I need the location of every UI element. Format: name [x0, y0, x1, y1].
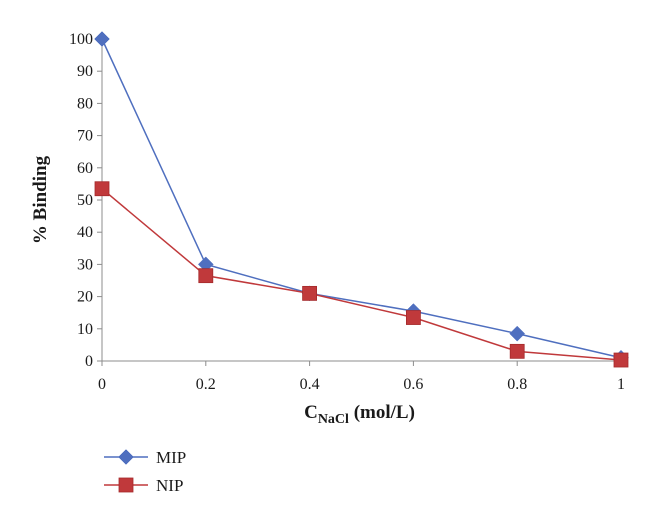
y-tick-label: 40: [77, 224, 93, 241]
y-tick-label: 30: [77, 256, 93, 273]
y-tick-label: 10: [77, 321, 93, 338]
x-tick-label: 0: [98, 376, 106, 393]
y-tick-label: 90: [77, 63, 93, 80]
data-point-nip: [613, 352, 629, 368]
data-point-mip: [94, 31, 110, 47]
x-axis-title-unit: (mol/L): [349, 402, 415, 423]
legend-item-mip: MIP: [104, 448, 186, 467]
y-tick-label: 50: [77, 192, 93, 209]
series-line-mip: [101, 38, 622, 359]
legend-item-nip: NIP: [104, 476, 183, 495]
y-axis-title: % Binding: [30, 155, 51, 244]
x-tick-label: 0.6: [403, 376, 423, 393]
y-tick-label: 70: [77, 128, 93, 145]
y-tick-label: 0: [85, 353, 93, 370]
y-tick-label: 100: [69, 31, 93, 48]
legend-marker: [118, 477, 134, 493]
series-nip: [94, 181, 629, 368]
data-point-nip: [509, 343, 525, 359]
x-ticks: 0 0.2 0.4 0.6 0.8 1: [98, 361, 625, 393]
legend-marker: [118, 449, 134, 465]
x-tick-label: 1: [617, 376, 625, 393]
data-point-nip: [405, 310, 421, 325]
x-tick-label: 0.2: [196, 376, 216, 393]
y-tick-label: 80: [77, 95, 93, 112]
y-tick-label: 60: [77, 160, 93, 177]
y-tick-label: 20: [77, 289, 93, 306]
x-axis-title-subscript: NaCl: [318, 412, 349, 427]
legend-label: NIP: [156, 476, 183, 495]
x-tick-label: 0.4: [300, 376, 320, 393]
data-point-nip: [198, 268, 214, 284]
legend: MIP NIP: [104, 448, 186, 495]
x-tick-label: 0.8: [507, 376, 527, 393]
data-point-mip: [509, 325, 526, 342]
axes: 0 10 20 30 40 50 60 70 80 90 100 0 0.2 0.4 0.6 0.8 1: [69, 31, 625, 393]
legend-label: MIP: [156, 448, 186, 467]
series-layer: [94, 31, 629, 368]
data-point-nip: [94, 181, 110, 197]
x-axis-title-main: C: [304, 402, 318, 423]
data-point-nip: [302, 285, 318, 301]
y-ticks: 0 10 20 30 40 50 60 70 80 90 100: [69, 31, 102, 370]
series-mip: [94, 31, 629, 366]
series-line-nip: [101, 188, 622, 361]
x-axis-title: CNaCl (mol/L): [304, 402, 415, 427]
